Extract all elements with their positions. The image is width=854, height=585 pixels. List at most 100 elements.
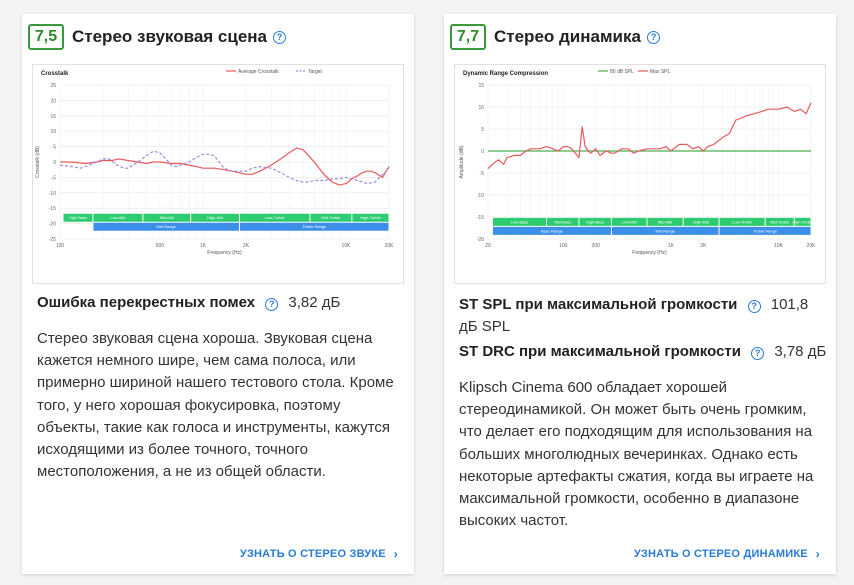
band-label: Mid-Mid xyxy=(160,215,174,220)
x-tick-label: 10K xyxy=(342,243,352,249)
band-top xyxy=(765,217,794,226)
x-tick-label: 10K xyxy=(774,243,784,249)
learn-more-label: УЗНАТЬ О СТЕРЕО ДИНАМИКЕ xyxy=(633,548,808,560)
help-icon[interactable]: ? xyxy=(646,30,660,44)
y-tick-label: -20 xyxy=(49,222,56,228)
band-bottom xyxy=(93,222,239,231)
series-line-2 xyxy=(487,102,812,170)
description-text: Klipsch Cinema 600 обладает хорошей стер… xyxy=(459,379,814,530)
band-label: Mid-Treble xyxy=(770,219,790,224)
band-top xyxy=(63,213,93,222)
band-top xyxy=(579,217,611,226)
y-tick-label: -5 xyxy=(52,175,57,181)
chart-title: Crosstalk xyxy=(41,71,69,77)
band-label: Low-Bass xyxy=(511,219,529,224)
spl-metric: ST SPL при максимальной громкости ? 101,… xyxy=(459,294,829,338)
y-tick-label: 5 xyxy=(53,145,56,151)
y-tick-label: -15 xyxy=(477,215,484,221)
band-label: Treble Range xyxy=(753,228,778,233)
band-top xyxy=(93,213,143,222)
learn-more-link[interactable]: УЗНАТЬ О СТЕРЕО ДИНАМИКЕ › xyxy=(634,547,820,561)
band-label: High-Treble xyxy=(360,215,382,220)
y-tick-label: 20 xyxy=(50,98,56,104)
drc-chart: Dynamic Range Compression 80 dB SPL Max SP… xyxy=(454,64,826,284)
x-tick-label: 20K xyxy=(385,243,395,249)
band-label: High-Bass xyxy=(586,219,604,224)
x-tick-label: 200 xyxy=(591,243,600,249)
y-tick-label: 10 xyxy=(478,105,484,111)
band-label: Mid-Treble xyxy=(321,215,341,220)
x-tick-label: 20 xyxy=(485,243,491,249)
band-top xyxy=(547,217,579,226)
y-tick-label: 10 xyxy=(50,129,56,135)
help-icon[interactable]: ? xyxy=(273,30,287,44)
y-tick-label: 15 xyxy=(478,83,484,89)
metric-label: Ошибка перекрестных помех xyxy=(37,294,256,311)
band-label: Bass Range xyxy=(541,228,564,233)
band-top xyxy=(719,217,765,226)
metric-label: ST DRC при максимальной громкости xyxy=(459,343,741,360)
y-tick-label: -10 xyxy=(49,191,56,197)
x-tick-label: 2K xyxy=(700,243,707,249)
help-icon[interactable]: ? xyxy=(265,298,279,311)
x-tick-label: 1K xyxy=(668,243,675,249)
x-tick-label: 1K xyxy=(200,243,207,249)
y-axis-label: Amplitude (dB) xyxy=(459,145,465,178)
x-tick-label: 500 xyxy=(156,243,165,249)
stereo-soundstage-card: 7,5 Стерео звуковая сцена ? Crosstalk Ave… xyxy=(22,14,414,574)
band-label: Low-Treble xyxy=(732,219,753,224)
y-tick-label: -20 xyxy=(477,237,484,243)
legend-label: Average Crosstalk xyxy=(238,69,279,75)
band-top xyxy=(143,213,191,222)
y-axis-label: Crosstalk (dB) xyxy=(35,146,41,178)
y-tick-label: -10 xyxy=(477,193,484,199)
band-bottom xyxy=(719,226,811,235)
band-top xyxy=(310,213,352,222)
x-tick-label: 100 xyxy=(559,243,568,249)
score-badge: 7,5 xyxy=(28,24,64,50)
crosstalk-chart-svg: Crosstalk Average Crosstalk Target 25 20 15 10… xyxy=(35,69,395,256)
learn-more-label: УЗНАТЬ О СТЕРЕО ЗВУКЕ xyxy=(239,548,386,560)
card-title: Стерео динамика xyxy=(494,27,641,46)
chevron-right-icon: › xyxy=(393,547,398,561)
drc-metric: ST DRC при максимальной громкости ? 3,78… xyxy=(459,343,826,360)
chevron-right-icon: › xyxy=(815,547,820,561)
stereo-dynamics-card: 7,7 Стерео динамика ? Dynamic Range Comp… xyxy=(444,14,836,574)
help-icon[interactable]: ? xyxy=(751,347,765,360)
learn-more-link[interactable]: УЗНАТЬ О СТЕРЕО ЗВУКЕ › xyxy=(240,547,398,561)
description-text: Стерео звуковая сцена хороша. Звуковая с… xyxy=(37,330,394,481)
band-label: Low-Mid xyxy=(622,219,637,224)
y-tick-label: -5 xyxy=(480,171,485,177)
band-label: Low-Treble xyxy=(265,215,286,220)
y-tick-label: -25 xyxy=(49,237,56,243)
band-bottom xyxy=(611,226,719,235)
metric-label: ST SPL при максимальной громкости xyxy=(459,296,738,313)
band-label: Mid Range xyxy=(656,228,676,233)
legend-label: Max SPL xyxy=(650,69,671,75)
band-label: High-Mid xyxy=(207,215,223,220)
band-label: Mid Range xyxy=(157,224,177,229)
x-tick-label: 20K xyxy=(807,243,817,249)
band-top xyxy=(683,217,719,226)
x-tick-label: 100 xyxy=(56,243,65,249)
band-top xyxy=(611,217,647,226)
score-badge: 7,7 xyxy=(450,24,486,50)
metric-value: 3,82 дБ xyxy=(288,294,341,311)
chart-title: Dynamic Range Compression xyxy=(463,71,548,77)
band-label: Low-Mid xyxy=(110,215,125,220)
band-bottom xyxy=(492,226,611,235)
legend-label: 80 dB SPL xyxy=(610,69,634,75)
help-icon[interactable]: ? xyxy=(747,300,761,313)
x-axis-label: Frequency (Hz) xyxy=(207,250,242,256)
y-tick-label: 5 xyxy=(481,127,484,133)
y-tick-label: 15 xyxy=(50,114,56,120)
band-label: High-Mid xyxy=(693,219,709,224)
band-top xyxy=(352,213,389,222)
card-header: 7,5 Стерео звуковая сцена ? xyxy=(28,24,287,50)
x-axis-label: Frequency (Hz) xyxy=(632,250,667,256)
y-tick-label: 0 xyxy=(481,149,484,155)
band-top xyxy=(239,213,310,222)
band-label: High-Treble xyxy=(792,219,814,224)
crosstalk-metric: Ошибка перекрестных помех ? 3,82 дБ xyxy=(37,294,340,311)
card-header: 7,7 Стерео динамика ? xyxy=(450,24,660,50)
